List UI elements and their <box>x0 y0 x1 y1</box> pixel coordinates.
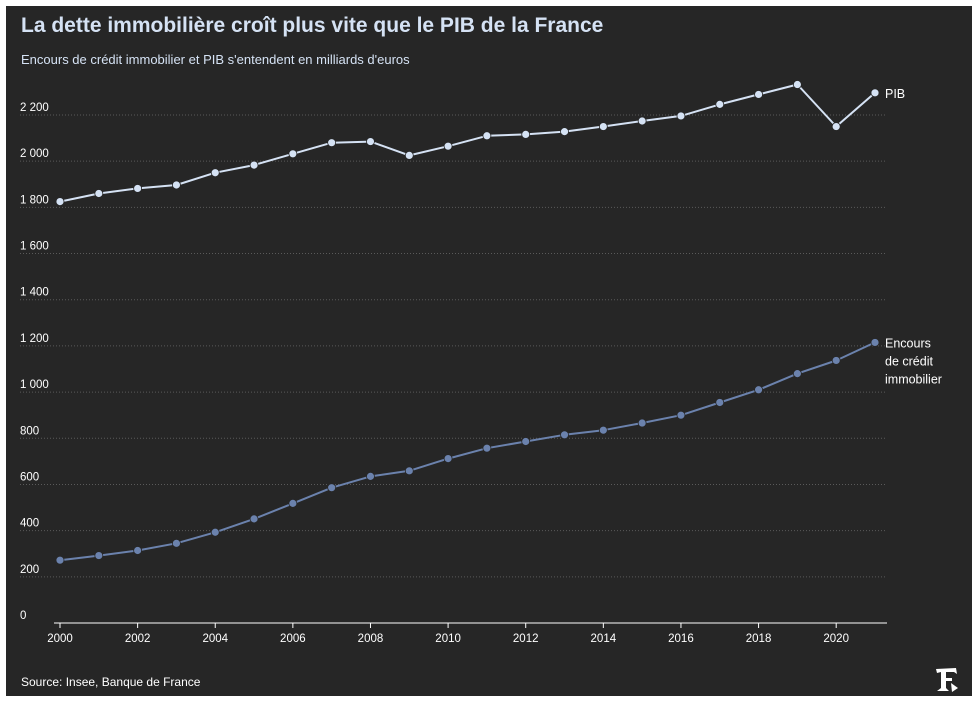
credit-data-point <box>482 443 492 453</box>
credit-data-point <box>831 356 841 365</box>
y-tick-label: 2 000 <box>20 148 49 160</box>
credit-data-point <box>210 527 220 537</box>
pib-data-point <box>521 129 531 139</box>
pib-data-point <box>482 131 492 141</box>
y-tick-label: 1 800 <box>20 194 49 206</box>
y-tick-label: 400 <box>20 518 39 530</box>
pib-data-point <box>560 127 569 137</box>
pib-data-point <box>55 197 65 206</box>
pib-data-point <box>754 90 763 99</box>
credit-data-point <box>754 385 763 395</box>
credit-data-point <box>327 483 337 493</box>
credit-data-point <box>55 555 65 565</box>
x-tick-label: 2006 <box>280 633 306 645</box>
pib-data-point <box>870 88 880 98</box>
chart-subtitle: Encours de crédit immobilier et PIB s'en… <box>21 52 410 67</box>
y-tick-label: 2 200 <box>20 102 49 114</box>
credit-data-point <box>366 471 375 481</box>
credit-data-point <box>676 410 686 420</box>
pib-series-label: PIB <box>885 87 905 101</box>
pib-data-point <box>715 99 725 109</box>
series-lines <box>55 80 880 565</box>
credit-data-point <box>715 398 725 407</box>
y-tick-label: 1 600 <box>20 241 49 253</box>
grid-lines <box>20 114 887 578</box>
pib-data-point <box>94 189 104 198</box>
pib-series-line <box>59 83 876 203</box>
pib-data-point <box>366 137 375 146</box>
credit-data-point <box>637 418 647 428</box>
le-figaro-logo-icon <box>936 668 958 692</box>
credit-data-point <box>560 430 569 440</box>
credit-series-label: immobilier <box>885 372 942 386</box>
y-tick-label: 200 <box>20 564 39 576</box>
axes: 0 200 400 600 800 1 000 1 200 1 400 1 600 1 800 2 … <box>20 102 887 645</box>
credit-series-label: Encours <box>885 336 931 350</box>
pib-data-point <box>443 141 453 151</box>
credit-data-point <box>249 514 259 524</box>
credit-data-point <box>521 437 531 446</box>
credit-data-point <box>404 466 414 476</box>
y-tick-label: 1 000 <box>20 379 49 391</box>
pib-data-point <box>133 184 143 193</box>
credit-data-point <box>792 369 802 379</box>
credit-data-point <box>133 546 143 555</box>
pib-data-point <box>792 80 802 89</box>
pib-data-point <box>327 138 337 148</box>
x-tick-label: 2000 <box>47 633 73 645</box>
x-tick-label: 2002 <box>125 633 151 645</box>
chart-frame: La dette immobilière croît plus vite que… <box>6 6 972 696</box>
line-chart: 0 200 400 600 800 1 000 1 200 1 400 1 600 1 800 2 … <box>20 80 942 645</box>
x-tick-label: 2010 <box>435 633 461 645</box>
pib-data-point <box>210 168 220 178</box>
credit-data-point <box>94 551 104 560</box>
x-tick-label: 2018 <box>746 633 772 645</box>
pib-data-point <box>598 122 608 131</box>
series-labels: PIB Encours de crédit immobilier <box>885 87 942 387</box>
x-tick-label: 2004 <box>202 633 228 645</box>
x-tick-label: 2008 <box>358 633 384 645</box>
credit-series-label: de crédit <box>885 354 933 368</box>
y-tick-label: 1 400 <box>20 287 49 299</box>
credit-series-line <box>59 341 876 562</box>
y-tick-label: 0 <box>20 610 26 622</box>
pib-data-point <box>404 151 414 160</box>
chart-title: La dette immobilière croît plus vite que… <box>21 14 604 37</box>
y-tick-label: 1 200 <box>20 333 49 345</box>
pib-data-point <box>249 160 259 170</box>
y-tick-label: 800 <box>20 425 39 437</box>
x-tick-label: 2020 <box>823 633 849 645</box>
credit-data-point <box>870 338 880 347</box>
pib-data-point <box>637 116 647 126</box>
pib-data-point <box>288 149 298 159</box>
pib-data-point <box>831 122 841 131</box>
pib-data-point <box>676 111 686 121</box>
credit-data-point <box>443 454 453 463</box>
x-tick-label: 2016 <box>668 633 694 645</box>
x-tick-label: 2014 <box>591 633 617 645</box>
credit-data-point <box>288 498 298 508</box>
x-tick-label: 2012 <box>513 633 539 645</box>
pib-data-point <box>172 180 181 190</box>
source-note: Source: Insee, Banque de France <box>21 675 201 689</box>
y-tick-label: 600 <box>20 471 39 483</box>
credit-data-point <box>172 538 181 548</box>
credit-data-point <box>598 425 608 435</box>
